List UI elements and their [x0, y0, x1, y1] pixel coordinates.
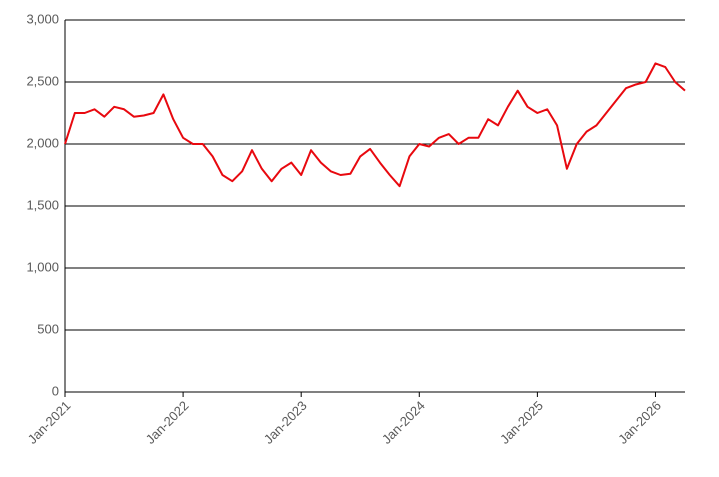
line-series	[64, 62, 686, 188]
y-tick-label: 1,500	[26, 197, 59, 212]
y-tick-label: 1,000	[26, 259, 59, 274]
x-tick-label: Jan-2022	[143, 398, 192, 447]
x-tick-label: Jan-2024	[379, 398, 428, 447]
y-tick-label: 2,500	[26, 73, 59, 88]
x-tick-label: Jan-2021	[25, 398, 74, 447]
y-tick-label: 500	[37, 321, 59, 336]
y-tick-label: 3,000	[26, 11, 59, 26]
x-tick-label: Jan-2025	[497, 398, 546, 447]
x-tick-label: Jan-2023	[261, 398, 310, 447]
y-tick-label: 2,000	[26, 135, 59, 150]
x-tick-label: Jan-2026	[615, 398, 664, 447]
y-tick-label: 0	[52, 383, 59, 398]
